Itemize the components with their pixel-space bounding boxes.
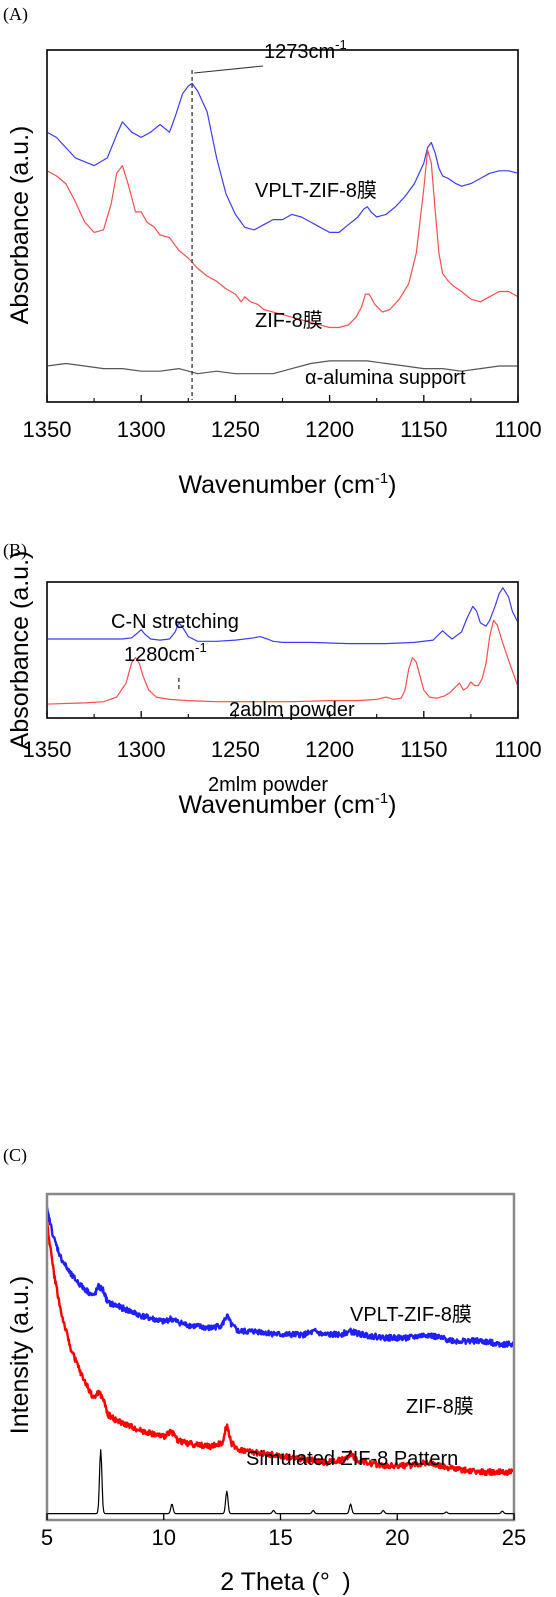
panel-c-annotation-2: ZIF-8膜 [406,1395,474,1418]
panel-c-series-2-line [48,1220,513,1477]
panel-b-x-tick-label: 1100 [494,737,541,762]
panel-a-annotation-leader [194,65,264,74]
panel-a-x-tick-label: 1350 [23,417,72,442]
panel-b-y-axis-title: Absorbance (a.u.) [6,551,34,750]
panel-a-x-axis-title: Wavenumber (cm-1) [178,470,396,499]
panel-b-annotation-1: C-N stretching [111,611,239,633]
panel-c-frame [45,1192,516,1522]
panel-a-x-tick-label: 1300 [117,417,166,442]
panel-c-x-tick-label: 5 [41,1525,53,1550]
panel-a-annotation-1: 1273cm-1 [264,37,347,63]
panel-a-x-title-sup: -1 [375,470,388,487]
panel-a-letter: (A) [3,4,28,25]
panel-a-series-2-line [48,149,517,329]
panel-b-letter: (B) [3,540,27,561]
panel-a-x-tick-label: 1150 [400,417,447,442]
panel-b-annotation-text: 2ablm powder [229,699,355,721]
panel-b-x-title-main: Wavenumber (cm [178,791,374,819]
panel-b-x-tick-label: 1300 [117,737,166,762]
panel-b-annotation-text: 2mlm powder [208,774,328,796]
panel-b-series-2-line [48,619,517,705]
panel-c-annotation-1: VPLT-ZIF-8膜 [350,1303,472,1326]
panel-a-series-1-line [48,82,517,233]
panel-b-x-tick-label: 1200 [305,737,354,762]
panel-b-annotation-4: 2mlm powder [208,774,328,796]
panel-b-x-tick-label: 1350 [23,737,72,762]
panel-b-annotation-text: 1280cm [124,644,195,666]
panel-c-y-axis-title: Intensity (a.u.) [6,1276,34,1434]
panel-c-x-title-main: 2 Theta (° [220,1568,330,1596]
panel-b-x-title-sup: -1 [375,790,388,807]
panel-c-x-tick-label: 25 [502,1525,526,1550]
panel-b-x-axis-title: Wavenumber (cm-1) [178,790,396,819]
panel-c-x-axis-title: 2 Theta (° ) [220,1568,350,1596]
panel-b-x-tick-label: 1150 [400,737,447,762]
panel-a-y-axis-title: Absorbance (a.u.) [6,126,34,325]
panel-c-letter: (C) [3,1145,27,1166]
panel-c-annotation-text: ZIF-8膜 [406,1395,474,1418]
panel-b-frame [46,581,519,719]
panel-b-x-tick-label: 1250 [211,737,260,762]
panel-b-series-1-line [48,587,517,645]
panel-c-x-tick-label: 10 [152,1525,176,1550]
panel-c-x-title-tail: ) [330,1568,351,1596]
panel-a-annotation-3: ZIF-8膜 [255,309,323,332]
panel-c-x-tick-label: 15 [268,1525,292,1550]
panel-a-frame [46,49,519,403]
panel-a-x-tick-label: 1250 [211,417,260,442]
panel-c-series-3-line [48,1449,513,1515]
panel-a-x-tick-label: 1100 [494,417,541,442]
panel-a-annotation-4: α-alumina support [305,367,466,389]
panel-a-annotation-sup: -1 [335,37,347,52]
panel-a-x-title-tail: ) [388,471,396,499]
panel-a-annotation-2: VPLT-ZIF-8膜 [255,179,377,202]
panel-b-annotation-sup: -1 [195,640,207,655]
panel-a-annotation-text: ZIF-8膜 [255,309,323,332]
panel-a-x-tick-label: 1200 [305,417,354,442]
panel-b-annotation-3: 2ablm powder [229,699,355,721]
panel-a-annotation-text: VPLT-ZIF-8膜 [255,179,377,202]
panel-a-series-3-line [48,360,517,375]
panel-a-x-title-main: Wavenumber (cm [178,471,374,499]
panel-c-annotation-text: VPLT-ZIF-8膜 [350,1303,472,1326]
panel-c-annotation-text: Simulated ZIF-8 Pattern [246,1448,458,1470]
panel-b-x-title-tail: ) [388,791,396,819]
panel-b-annotation-text: C-N stretching [111,611,239,633]
panel-a-annotation-text: 1273cm [264,41,335,63]
panel-b-annotation-2: 1280cm-1 [124,640,207,666]
panel-c-series-1-line [48,1207,513,1348]
panel-c-x-tick-label: 20 [385,1525,409,1550]
panel-c-annotation-3: Simulated ZIF-8 Pattern [246,1448,458,1470]
panel-a-annotation-text: α-alumina support [305,367,466,389]
